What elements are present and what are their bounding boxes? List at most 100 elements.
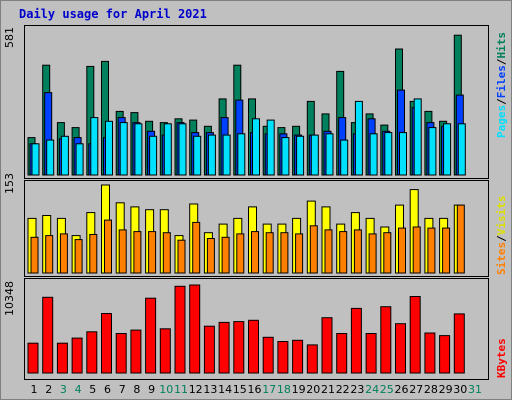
day-label-10: 10 — [159, 383, 173, 396]
chart-title: Daily usage for April 2021 — [19, 7, 207, 21]
kbytes-bar-day-3 — [56, 342, 68, 374]
sites-bar-day-2 — [45, 235, 54, 274]
day-label-29: 29 — [439, 383, 453, 396]
sites-bar-day-17 — [265, 232, 274, 274]
pages-bar-day-2 — [46, 139, 55, 176]
sites-bar-day-3 — [59, 233, 68, 274]
sites-bar-day-26 — [398, 227, 406, 274]
pages-bar-day-30 — [457, 123, 466, 176]
sites-bar-day-6 — [104, 219, 112, 274]
day-label-13: 13 — [203, 383, 217, 396]
sites-bar-day-28 — [427, 227, 436, 274]
kbytes-bar-day-28 — [424, 332, 436, 374]
kbytes-bar-day-14 — [218, 321, 230, 374]
sites-bar-day-7 — [118, 229, 127, 274]
day-label-9: 9 — [148, 383, 155, 396]
sites-bar-day-14 — [221, 236, 230, 274]
pages-bar-day-28 — [428, 127, 437, 176]
sites-bar-day-18 — [280, 232, 289, 274]
day-label-24: 24 — [365, 383, 379, 396]
pages-bar-day-25 — [384, 132, 393, 176]
day-label-8: 8 — [133, 383, 140, 396]
day-label-30: 30 — [453, 383, 467, 396]
sites-bar-day-27 — [412, 226, 421, 274]
kbytes-bar-day-18 — [277, 341, 289, 374]
sites-bar-day-15 — [236, 233, 245, 274]
kbytes-bar-day-6 — [101, 313, 112, 374]
sites-bar-day-5 — [89, 234, 98, 274]
day-label-3: 3 — [60, 383, 67, 396]
day-label-22: 22 — [336, 383, 350, 396]
sites-bar-day-9 — [148, 231, 157, 274]
sites-bar-day-20 — [309, 225, 318, 274]
kbytes-bar-day-17 — [262, 336, 274, 374]
kbytes-bar-day-9 — [145, 297, 157, 374]
sites-bar-day-19 — [295, 233, 304, 274]
day-label-16: 16 — [248, 383, 262, 396]
day-label-15: 15 — [233, 383, 247, 396]
kbytes-bar-day-23 — [350, 307, 362, 374]
pages-bar-day-18 — [281, 137, 290, 176]
day-label-2: 2 — [45, 383, 52, 396]
kbytes-bar-day-19 — [292, 339, 304, 374]
kbytes-bar-day-7 — [115, 333, 127, 374]
pages-bar-day-22 — [340, 139, 349, 176]
pages-bar-day-10 — [163, 123, 172, 176]
day-label-25: 25 — [380, 383, 394, 396]
kbytes-bar-day-11 — [174, 285, 186, 374]
sites-bar-day-21 — [324, 229, 333, 274]
pages-bar-day-8 — [134, 123, 143, 176]
pages-bar-day-23 — [354, 100, 363, 176]
pages-bar-day-19 — [296, 135, 305, 176]
pages-bar-day-11 — [178, 123, 187, 176]
day-label-26: 26 — [395, 383, 409, 396]
sites-bar-day-8 — [133, 231, 142, 274]
sites-bar-day-12 — [192, 221, 201, 274]
sites-bar-day-11 — [177, 239, 186, 274]
kbytes-bar-day-1 — [27, 342, 39, 374]
day-label-5: 5 — [89, 383, 96, 396]
day-label-18: 18 — [277, 383, 291, 396]
sites-bar-day-4 — [74, 239, 83, 274]
pages-bar-day-21 — [325, 133, 334, 176]
kbytes-bar-day-26 — [395, 323, 406, 374]
pages-bar-day-1 — [31, 143, 40, 176]
pages-bar-day-27 — [413, 98, 422, 176]
kbytes-bar-day-20 — [306, 344, 318, 374]
pages-bar-day-17 — [266, 119, 275, 176]
pages-bar-day-4 — [75, 143, 84, 176]
kbytes-bar-day-2 — [42, 296, 54, 374]
day-label-19: 19 — [292, 383, 306, 396]
sites-bar-day-22 — [339, 231, 348, 274]
pages-bar-day-7 — [119, 122, 128, 176]
sites-bar-day-30 — [456, 204, 465, 274]
pages-bar-day-5 — [90, 117, 99, 176]
pages-bar-day-12 — [193, 135, 202, 176]
pages-bar-day-24 — [369, 133, 378, 176]
kbytes-bar-day-29 — [439, 335, 451, 374]
pages-bar-day-6 — [105, 120, 113, 176]
day-label-31: 31 — [468, 383, 482, 396]
sites-bar-day-10 — [162, 232, 171, 274]
day-label-20: 20 — [306, 383, 320, 396]
kbytes-bar-day-12 — [189, 284, 201, 374]
sites-bar-day-29 — [442, 227, 451, 274]
sites-bar-day-1 — [30, 236, 39, 274]
pages-bar-day-20 — [310, 134, 319, 176]
day-label-12: 12 — [189, 383, 203, 396]
day-label-11: 11 — [174, 383, 188, 396]
pages-bar-day-16 — [252, 118, 260, 176]
day-label-4: 4 — [75, 383, 82, 396]
kbytes-bar-day-16 — [248, 319, 259, 374]
sites-bar-day-25 — [383, 232, 392, 274]
day-label-7: 7 — [119, 383, 126, 396]
kbytes-bar-day-15 — [233, 321, 245, 374]
pages-bar-day-9 — [149, 135, 158, 176]
pages-bar-day-3 — [60, 135, 69, 176]
pages-bar-day-26 — [399, 132, 407, 176]
kbytes-bar-day-4 — [71, 337, 83, 374]
pages-bar-day-14 — [222, 134, 231, 176]
sites-bar-day-16 — [251, 231, 259, 274]
sites-bar-day-13 — [206, 238, 215, 274]
day-label-14: 14 — [218, 383, 232, 396]
